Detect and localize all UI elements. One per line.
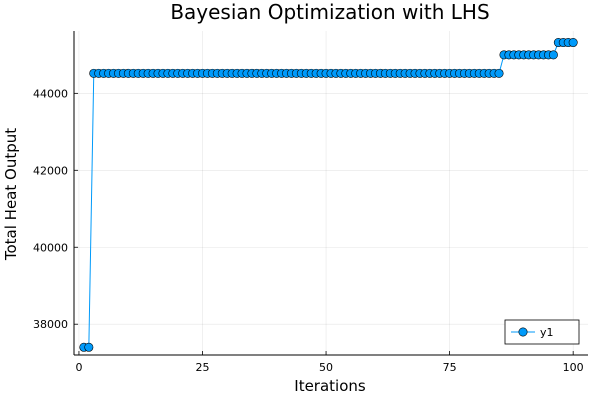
x-tick-label: 100: [563, 361, 584, 374]
data-point: [494, 68, 504, 78]
data-point: [548, 50, 558, 60]
x-tick-label: 25: [196, 361, 210, 374]
chart-title: Bayesian Optimization with LHS: [170, 0, 489, 24]
y-tick-label: 40000: [33, 241, 68, 254]
x-tick-label: 75: [443, 361, 457, 374]
tick-labels: 0 25 50 75 100 38000 40000 42000 44000: [33, 87, 584, 374]
x-tick-label: 0: [75, 361, 82, 374]
legend: y1: [504, 319, 580, 345]
y-axis-label: Total Heat Output: [2, 128, 20, 261]
data-point: [568, 38, 578, 48]
axes: [73, 31, 588, 356]
y-tick-label: 44000: [33, 87, 68, 100]
grid: [74, 31, 588, 355]
legend-marker: [518, 327, 528, 337]
data-point: [84, 342, 94, 352]
legend-label: y1: [540, 326, 554, 339]
series-y1: [79, 38, 578, 352]
x-tick-label: 50: [319, 361, 333, 374]
y-tick-label: 38000: [33, 318, 68, 331]
y-tick-label: 42000: [33, 164, 68, 177]
x-axis-label: Iterations: [294, 377, 366, 395]
